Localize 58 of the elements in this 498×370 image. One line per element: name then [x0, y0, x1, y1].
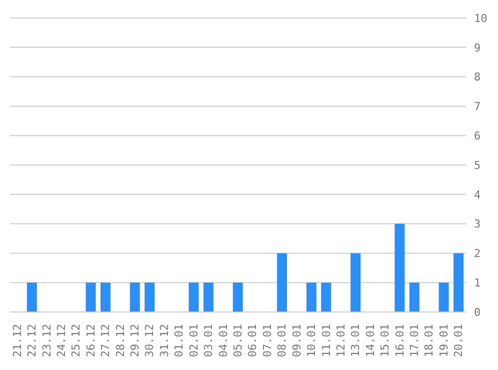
x-tick-label: 20.01 — [452, 324, 466, 358]
bar — [321, 282, 332, 312]
bar — [306, 282, 316, 312]
y-tick-label: 4 — [474, 188, 481, 202]
x-tick-label: 09.01 — [290, 324, 304, 358]
y-tick-label: 2 — [474, 247, 481, 260]
bar — [276, 253, 287, 312]
x-tick-label: 15.01 — [378, 324, 392, 358]
y-tick-label: 5 — [474, 158, 481, 172]
bar — [86, 282, 96, 312]
x-tick-label: 12.01 — [334, 324, 348, 358]
x-tick-label: 24.12 — [54, 324, 68, 358]
x-tick-label: 05.01 — [232, 324, 244, 358]
bar — [453, 253, 464, 312]
x-tick-label: 25.12 — [70, 324, 83, 358]
x-tick-label: 13.01 — [349, 324, 362, 358]
x-tick-label: 18.01 — [422, 324, 436, 358]
y-tick-label: 7 — [474, 100, 481, 114]
x-tick-label: 21.12 — [10, 324, 24, 358]
bar — [26, 282, 37, 312]
x-tick-label: 08.01 — [276, 324, 289, 358]
bar — [130, 282, 140, 312]
bar — [188, 282, 199, 312]
bar — [100, 282, 110, 312]
bar — [394, 224, 405, 312]
y-tick-label: 8 — [474, 70, 481, 84]
y-tick-label: 1 — [474, 276, 481, 290]
x-tick-label: 30.12 — [143, 324, 156, 358]
y-tick-label: 10 — [474, 12, 488, 25]
x-tick-label: 06.01 — [246, 324, 260, 358]
x-tick-label: 04.01 — [216, 324, 230, 358]
x-tick-label: 01.01 — [172, 324, 186, 358]
x-tick-label: 28.12 — [114, 324, 127, 358]
x-tick-label: 22.12 — [26, 324, 39, 358]
x-tick-label: 10.01 — [305, 324, 318, 358]
x-tick-label: 31.12 — [158, 324, 171, 358]
bar — [232, 282, 243, 312]
y-tick-label: 6 — [474, 130, 481, 143]
x-tick-label: 07.01 — [260, 324, 274, 358]
x-tick-label: 02.01 — [187, 324, 200, 358]
y-tick-label: 3 — [474, 218, 481, 231]
x-tick-label: 19.01 — [437, 324, 450, 358]
bar — [438, 282, 449, 312]
x-tick-label: 27.12 — [99, 324, 112, 358]
bar — [409, 282, 420, 312]
x-tick-label: 11.01 — [320, 324, 333, 358]
bar — [350, 253, 361, 312]
y-tick-label: 0 — [474, 306, 481, 319]
x-tick-label: 17.01 — [408, 324, 422, 358]
x-tick-label: 16.01 — [393, 324, 406, 358]
bar — [144, 282, 155, 312]
x-tick-label: 14.01 — [364, 324, 377, 358]
x-tick-label: 29.12 — [128, 324, 142, 358]
bar — [203, 282, 214, 312]
x-tick-label: 26.12 — [84, 324, 98, 358]
y-tick-label: 9 — [474, 41, 481, 54]
x-tick-label: 23.12 — [40, 324, 54, 358]
x-tick-label: 03.01 — [202, 324, 216, 358]
